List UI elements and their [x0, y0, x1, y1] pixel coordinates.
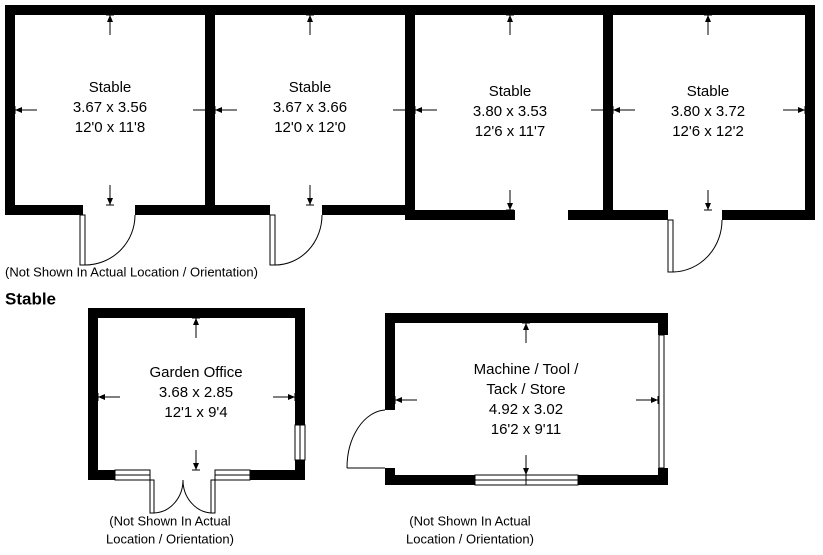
door-leaf	[667, 219, 674, 273]
door-swing	[182, 479, 212, 514]
section-heading: Stable	[5, 289, 56, 308]
note: Location / Orientation)	[406, 531, 534, 546]
wall	[250, 470, 305, 480]
door-swing	[672, 219, 723, 273]
room-metric: 3.68 x 2.85	[159, 384, 233, 401]
note: (Not Shown In Actual	[409, 513, 531, 528]
wall	[385, 313, 395, 410]
wall	[722, 210, 815, 220]
door-swing	[346, 409, 386, 469]
wall	[135, 205, 270, 215]
wall	[568, 210, 668, 220]
stable-doors	[79, 214, 723, 273]
window	[658, 334, 665, 469]
wall	[88, 308, 305, 318]
room-metric: 4.92 x 3.02	[489, 401, 563, 418]
dimension-arrows	[14, 14, 806, 476]
store-walls	[346, 313, 668, 486]
room-name: Stable	[687, 83, 730, 100]
room-name: Machine / Tool /	[474, 361, 580, 378]
note: Location / Orientation)	[106, 531, 234, 546]
wall	[5, 205, 83, 215]
wall	[88, 470, 115, 480]
wall	[88, 308, 98, 480]
room-imperial: 12'6 x 12'2	[672, 123, 744, 140]
room-metric: 3.80 x 3.72	[671, 103, 745, 120]
room-imperial: 16'2 x 9'11	[491, 421, 562, 438]
door-leaf	[79, 214, 86, 266]
room-metric: 3.67 x 3.56	[73, 99, 147, 116]
door-swing	[274, 214, 323, 266]
wall	[405, 210, 515, 220]
office-walls	[88, 308, 306, 514]
wall	[578, 475, 668, 485]
wall	[322, 205, 415, 215]
door-leaf	[269, 214, 276, 266]
room-imperial: 12'0 x 12'0	[274, 119, 346, 136]
wall	[658, 313, 668, 335]
door-swing	[84, 214, 136, 266]
wall	[405, 5, 415, 220]
wall	[295, 308, 305, 425]
door-leaf	[149, 479, 155, 514]
wall	[805, 5, 815, 220]
wall	[5, 5, 15, 215]
room-metric: 3.80 x 3.53	[473, 103, 547, 120]
room-imperial: 12'1 x 9'4	[164, 404, 227, 421]
door-leaf	[210, 479, 216, 514]
door-swing	[153, 479, 184, 514]
note: (Not Shown In Actual	[109, 513, 231, 528]
room-imperial: 12'0 x 11'8	[75, 119, 146, 136]
wall	[385, 475, 475, 485]
room-name: Stable	[289, 79, 332, 96]
room-imperial: 12'6 x 11'7	[475, 123, 546, 140]
note: (Not Shown In Actual Location / Orientat…	[5, 264, 258, 279]
room-name: Tack / Store	[486, 381, 565, 398]
room-name: Stable	[489, 83, 532, 100]
room-name: Stable	[89, 79, 132, 96]
room-metric: 3.67 x 3.66	[273, 99, 347, 116]
wall	[603, 5, 613, 220]
wall	[385, 313, 668, 323]
room-name: Garden Office	[149, 364, 242, 381]
